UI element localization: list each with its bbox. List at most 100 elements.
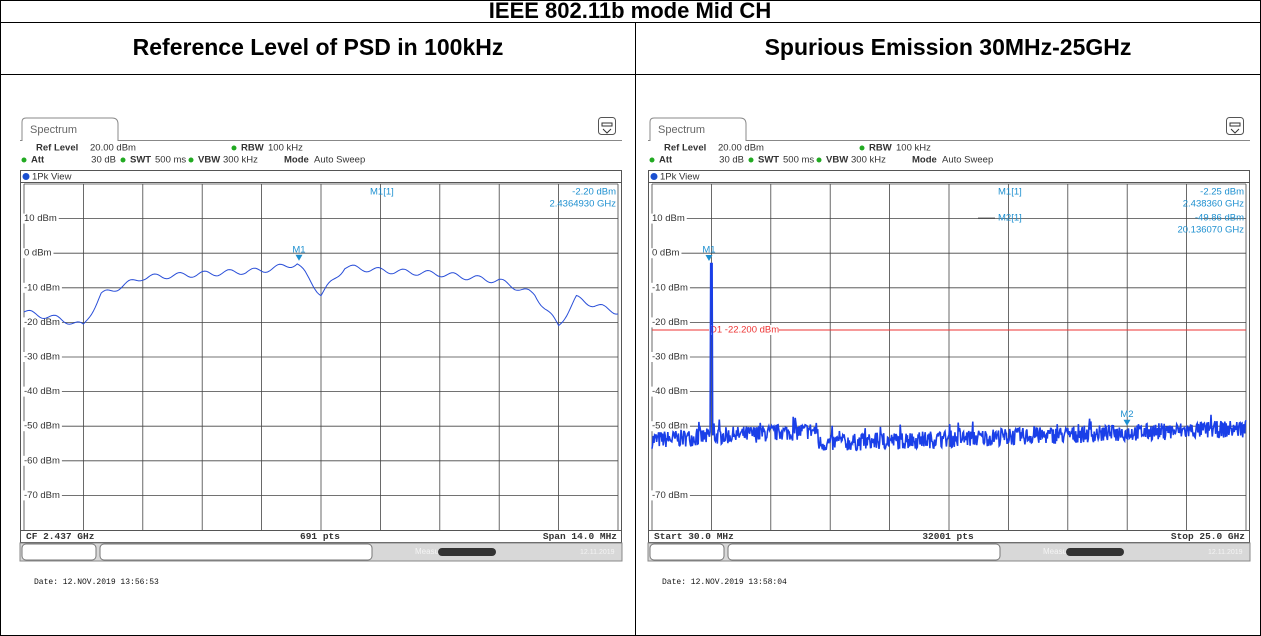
y-tick-label: 0 dBm xyxy=(652,248,680,259)
display-line-label: D1 -22.200 dBm xyxy=(710,325,779,336)
label-bg xyxy=(23,317,62,328)
setting-text: VBW xyxy=(826,155,848,166)
setting-text: VBW xyxy=(198,155,220,166)
tab xyxy=(20,117,622,141)
setting-text: 500 ms xyxy=(783,155,814,166)
status-text: Measuring... xyxy=(1043,547,1087,556)
progress-pill xyxy=(438,548,496,556)
label-bg xyxy=(651,317,690,328)
setting-text: Mode xyxy=(284,155,309,166)
status-dot xyxy=(748,157,754,163)
status-dot xyxy=(231,145,237,151)
marker-freq: 2.438360 GHz xyxy=(1183,199,1245,210)
status-field xyxy=(99,543,373,561)
marker-label: M1 xyxy=(702,245,715,256)
y-tick-label: -50 dBm xyxy=(652,421,688,432)
tab xyxy=(648,117,1250,141)
label-bg xyxy=(651,352,690,362)
status-dot xyxy=(21,157,27,163)
y-tick-label: 0 dBm xyxy=(24,248,52,259)
view-dot xyxy=(650,173,658,180)
setting-text: 1Pk View xyxy=(660,172,700,183)
status-dot xyxy=(649,157,655,163)
setting-text: Ref Level xyxy=(664,143,706,154)
setting-text: Auto Sweep xyxy=(942,155,993,166)
setting-text: 100 kHz xyxy=(896,143,931,154)
status-text: Measuring... xyxy=(415,547,459,556)
status-dot xyxy=(816,157,822,163)
setting-text: Auto Sweep xyxy=(314,155,365,166)
marker-freq: 20.136070 GHz xyxy=(1177,225,1244,236)
label-bg xyxy=(651,386,690,397)
footer-text: Stop 25.0 GHz xyxy=(1171,531,1245,542)
label-bg xyxy=(651,421,690,432)
column-header: Reference Level of PSD in 100kHz xyxy=(133,34,504,60)
marker-label: M2 xyxy=(1120,409,1133,420)
marker-name: M1[1] xyxy=(370,187,394,198)
setting-text: RBW xyxy=(241,143,264,154)
setting-text: 30 dB xyxy=(91,155,116,166)
spectrum-screenshot: Spectrum Ref Level 20.00 dBm RBW 100 kHz Att 3… xyxy=(19,117,623,587)
trace xyxy=(23,263,619,327)
footer-text: CF 2.437 GHz xyxy=(26,531,94,542)
label-bg xyxy=(651,490,690,501)
y-tick-label: -60 dBm xyxy=(24,455,60,466)
setting-text: Mode xyxy=(912,155,937,166)
marker-triangle xyxy=(295,254,303,261)
setting-text: SWT xyxy=(130,155,151,166)
y-tick-label: -50 dBm xyxy=(24,421,60,432)
marker-label: M1 xyxy=(292,244,305,255)
setting-text: 300 kHz xyxy=(223,155,258,166)
setting-text: Att xyxy=(31,155,45,166)
table-title: IEEE 802.11b mode Mid CH xyxy=(489,0,771,23)
setting-text: 20.00 dBm xyxy=(90,143,136,154)
marker-level: -2.25 dBm xyxy=(1200,187,1244,198)
capture-date: Date: 12.NOV.2019 13:56:53 xyxy=(34,578,159,587)
setting-text: 20.00 dBm xyxy=(718,143,764,154)
status-dot xyxy=(859,145,865,151)
trace xyxy=(651,262,1247,452)
setting-text: 300 kHz xyxy=(851,155,886,166)
marker-triangle xyxy=(1123,419,1131,426)
footer-text: Span 14.0 MHz xyxy=(543,531,617,542)
progress-pill xyxy=(1066,548,1124,556)
setting-text: 500 ms xyxy=(155,155,186,166)
label-bg xyxy=(23,455,62,466)
y-tick-label: -30 dBm xyxy=(652,352,688,363)
setting-text: Ref Level xyxy=(36,143,78,154)
marker-level: -2.20 dBm xyxy=(572,187,616,198)
setting-text: SWT xyxy=(758,155,779,166)
label-bg xyxy=(651,282,690,293)
setting-text: Att xyxy=(659,155,673,166)
label-bg xyxy=(23,352,62,362)
footer-text: 691 pts xyxy=(300,531,340,542)
y-tick-label: -40 dBm xyxy=(652,386,688,397)
tab-label: Spectrum xyxy=(658,124,705,136)
marker-triangle xyxy=(705,254,713,261)
setting-text: RBW xyxy=(869,143,892,154)
status-field xyxy=(21,543,97,561)
status-date: 12.11.2019 xyxy=(1208,549,1243,556)
tab-label: Spectrum xyxy=(30,124,77,136)
y-tick-label: -20 dBm xyxy=(652,317,688,328)
label-bg xyxy=(23,282,62,293)
marker-level: -49.86 dBm xyxy=(1195,213,1244,224)
marker-freq: 2.4364930 GHz xyxy=(549,199,616,210)
status-dot xyxy=(120,157,126,163)
y-tick-label: -70 dBm xyxy=(652,490,688,501)
label-bg xyxy=(23,386,62,397)
y-tick-label: 10 dBm xyxy=(24,213,57,224)
y-tick-label: -30 dBm xyxy=(24,352,60,363)
label-bg xyxy=(23,213,59,224)
spectrum-screenshot: Spectrum Ref Level 20.00 dBm RBW 100 kHz Att 3… xyxy=(647,117,1251,587)
setting-text: 30 dB xyxy=(719,155,744,166)
label-bg xyxy=(651,213,687,224)
label-bg xyxy=(709,325,779,336)
y-tick-label: -40 dBm xyxy=(24,386,60,397)
icon-glyph xyxy=(601,122,613,134)
setting-text: 1Pk View xyxy=(32,172,72,183)
y-tick-label: -10 dBm xyxy=(652,282,688,293)
label-bg xyxy=(23,490,62,501)
label-bg xyxy=(651,248,682,259)
view-dot xyxy=(22,173,30,180)
